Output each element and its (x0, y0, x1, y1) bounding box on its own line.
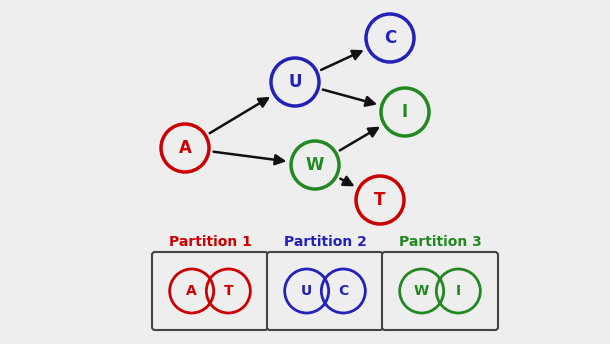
Text: A: A (179, 139, 192, 157)
Text: Partition 3: Partition 3 (398, 235, 481, 249)
Circle shape (161, 124, 209, 172)
Circle shape (271, 58, 319, 106)
Circle shape (291, 141, 339, 189)
Text: T: T (223, 284, 233, 298)
Text: U: U (289, 73, 302, 91)
Circle shape (381, 88, 429, 136)
Text: W: W (306, 156, 324, 174)
Text: I: I (456, 284, 461, 298)
Text: A: A (186, 284, 197, 298)
Text: Partition 2: Partition 2 (284, 235, 367, 249)
FancyBboxPatch shape (152, 252, 268, 330)
FancyBboxPatch shape (267, 252, 383, 330)
Circle shape (366, 14, 414, 62)
Text: T: T (375, 191, 386, 209)
Text: U: U (301, 284, 312, 298)
Text: Partition 1: Partition 1 (168, 235, 251, 249)
FancyBboxPatch shape (382, 252, 498, 330)
Circle shape (356, 176, 404, 224)
Text: I: I (402, 103, 408, 121)
Text: C: C (384, 29, 396, 47)
Text: C: C (338, 284, 348, 298)
Text: W: W (414, 284, 429, 298)
